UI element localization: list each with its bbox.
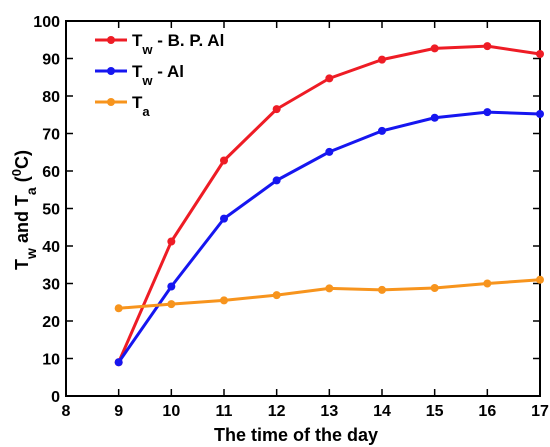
y-title-part: T	[12, 259, 32, 270]
data-point	[483, 108, 492, 117]
data-point	[272, 105, 281, 114]
data-point	[114, 304, 123, 313]
legend-subscript: a	[142, 104, 150, 119]
data-point	[536, 110, 544, 118]
x-tick-label: 11	[216, 403, 233, 420]
x-axis: 8 9 10 11 12 13 14 15 16 17	[62, 21, 549, 420]
x-tick-label: 8	[62, 403, 71, 420]
data-point	[325, 147, 334, 156]
legend-text-part: T	[132, 93, 143, 112]
legend-swatch-marker	[107, 67, 115, 75]
data-point	[325, 284, 334, 293]
x-tick-label: 15	[426, 403, 444, 420]
y-title-part: w	[23, 248, 39, 260]
series-1	[114, 108, 544, 367]
y-title-part: C)	[12, 150, 32, 169]
y-tick-label: 100	[33, 14, 60, 31]
y-axis: 0 10 20 30 40 50 60 70 80 90 100	[33, 14, 540, 406]
series-2	[114, 275, 544, 313]
legend-text-part: - B. P. Al	[153, 31, 225, 50]
data-point	[378, 285, 386, 294]
x-tick-label: 16	[478, 403, 496, 420]
data-point	[430, 44, 439, 53]
data-point	[378, 126, 386, 135]
legend-label: Tw - B. P. Al	[132, 31, 224, 57]
series-line	[118, 278, 541, 310]
x-tick-label: 13	[320, 403, 338, 420]
y-tick-label: 20	[42, 314, 60, 331]
series-0	[114, 42, 544, 367]
y-tick-label: 10	[42, 352, 60, 369]
x-tick-label: 14	[373, 403, 391, 420]
data-point	[272, 176, 281, 185]
legend-swatch-marker	[107, 36, 115, 44]
legend-item: Tw - B. P. Al	[95, 31, 224, 57]
legend-text-part: - Al	[153, 62, 184, 81]
legend-swatch-marker	[107, 98, 115, 106]
data-point	[167, 282, 176, 291]
data-point	[430, 113, 439, 122]
legend-subscript: w	[141, 73, 153, 88]
y-tick-label: 90	[42, 52, 60, 69]
data-point	[378, 55, 386, 64]
legend-subscript: w	[141, 42, 153, 57]
data-point	[483, 279, 492, 288]
data-point	[220, 156, 228, 165]
legend-item: Ta	[95, 93, 150, 119]
series-layer	[114, 42, 544, 367]
y-tick-label: 60	[42, 164, 60, 181]
data-point	[483, 42, 492, 51]
y-tick-label: 50	[42, 202, 60, 219]
y-tick-label: 70	[42, 127, 60, 144]
data-point	[325, 74, 334, 83]
legend-text-part: T	[132, 62, 143, 81]
y-tick-label: 0	[51, 389, 60, 406]
x-tick-label: 9	[114, 403, 123, 420]
data-point	[220, 214, 228, 223]
y-tick-label: 40	[42, 239, 60, 256]
y-tick-label: 30	[42, 277, 60, 294]
data-point	[272, 291, 281, 300]
y-title-part: (	[12, 176, 32, 187]
y-title-part: a	[23, 187, 39, 195]
legend-label: Tw - Al	[132, 62, 184, 88]
data-point	[167, 300, 176, 309]
legend-label: Ta	[132, 93, 150, 119]
y-title-part: and T	[12, 195, 32, 248]
data-point	[167, 237, 176, 246]
legend-item: Tw - Al	[95, 62, 184, 88]
series-line	[117, 44, 541, 363]
y-title-part: 0	[9, 169, 24, 176]
data-point	[114, 358, 123, 367]
y-tick-label: 80	[42, 89, 60, 106]
data-point	[220, 296, 228, 305]
x-axis-title: The time of the day	[214, 425, 378, 445]
data-point	[430, 284, 439, 292]
data-point	[536, 50, 544, 58]
data-point	[536, 275, 544, 284]
x-tick-label: 17	[531, 403, 549, 420]
legend-text-part: T	[132, 31, 143, 50]
y-axis-title: Tw and Ta (0C)	[9, 150, 40, 270]
x-tick-label: 10	[162, 403, 180, 420]
x-tick-label: 12	[268, 403, 286, 420]
